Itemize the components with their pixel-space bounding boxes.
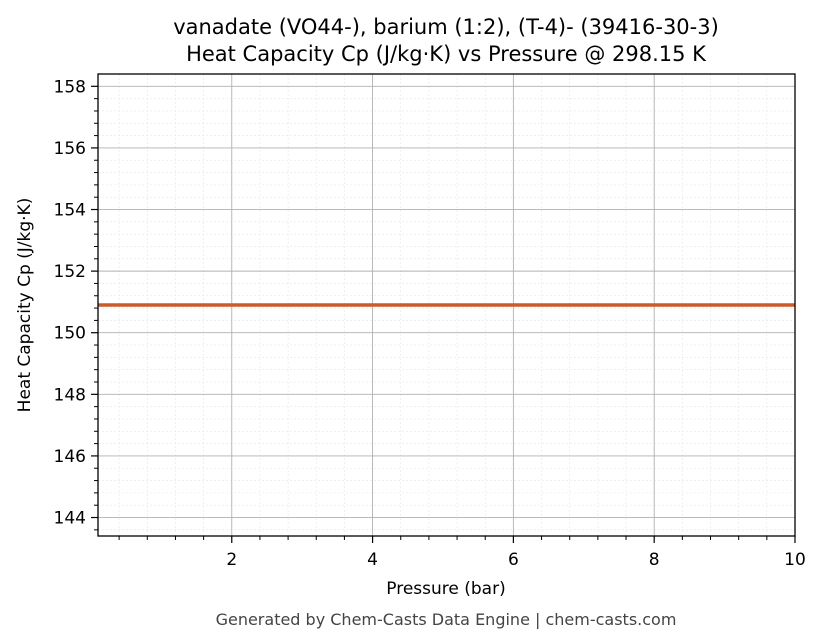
y-tick-label: 150 — [54, 324, 86, 344]
y-tick-label: 156 — [54, 139, 86, 159]
x-tick-label: 8 — [649, 550, 660, 570]
y-tick-label: 152 — [54, 262, 86, 282]
plot-frame — [97, 73, 796, 537]
y-tick-label: 146 — [54, 447, 86, 467]
x-tick-label: 10 — [784, 550, 806, 570]
y-tick-label: 144 — [54, 509, 86, 529]
axis-ticks: 2 4 6 8 10 144 146 148 150 152 154 156 158 — [54, 77, 806, 570]
x-tick-label: 2 — [226, 550, 237, 570]
chart-title-line2: Heat Capacity Cp (J/kg·K) vs Pressure @ … — [186, 42, 707, 66]
minor-grid — [98, 74, 795, 536]
y-axis-label: Heat Capacity Cp (J/kg·K) — [15, 198, 35, 413]
chart-title-line1: vanadate (VO44-), barium (1:2), (T-4)- (… — [173, 15, 719, 39]
x-tick-label: 4 — [367, 550, 378, 570]
x-tick-label: 6 — [508, 550, 519, 570]
x-axis-label: Pressure (bar) — [386, 579, 505, 599]
y-tick-label: 158 — [54, 77, 86, 97]
y-tick-label: 148 — [54, 385, 86, 405]
y-tick-label: 154 — [54, 201, 86, 221]
footer-credit: Generated by Chem-Casts Data Engine | ch… — [216, 610, 677, 629]
